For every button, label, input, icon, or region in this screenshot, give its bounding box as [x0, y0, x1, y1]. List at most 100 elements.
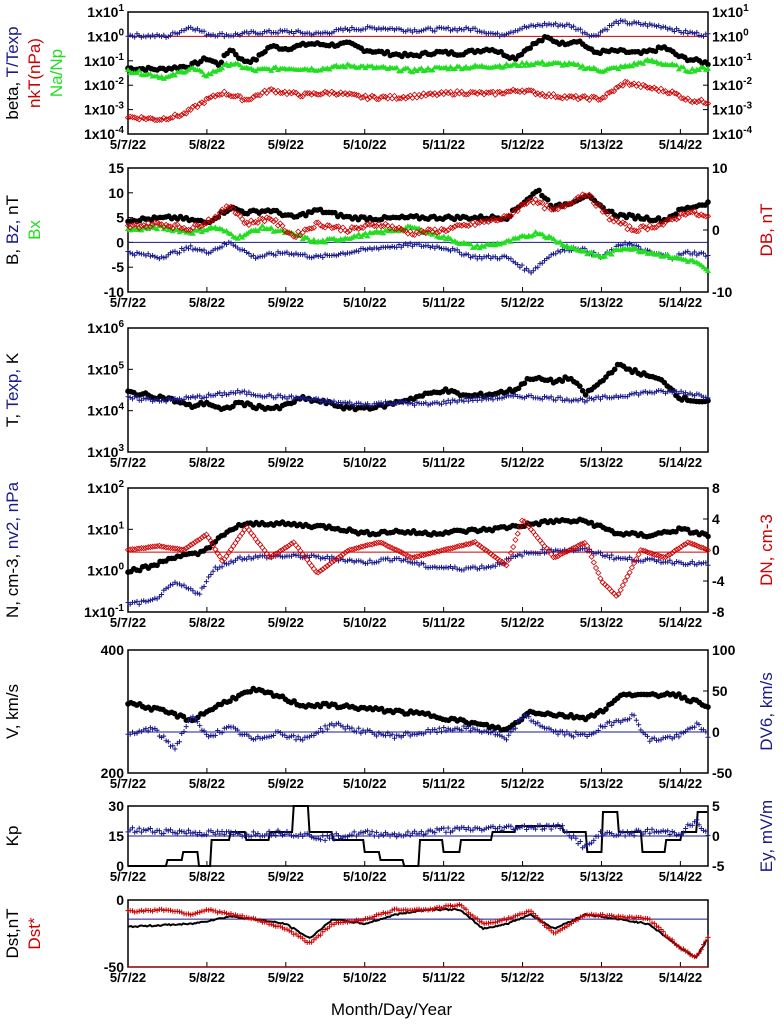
data-point — [185, 226, 192, 233]
data-point — [705, 704, 711, 710]
data-point — [553, 728, 559, 734]
series-black — [125, 34, 711, 74]
data-point — [324, 553, 330, 559]
x-tick-label: 5/13/22 — [580, 615, 623, 630]
series-red — [125, 902, 711, 960]
data-point — [227, 546, 235, 553]
data-point — [416, 241, 422, 247]
data-point — [539, 23, 545, 29]
data-point — [342, 399, 348, 405]
data-point — [516, 203, 523, 210]
data-point — [407, 559, 413, 565]
data-point — [163, 544, 170, 551]
data-point — [196, 226, 203, 232]
data-point — [421, 401, 427, 406]
data-point — [165, 396, 171, 401]
data-point — [339, 224, 347, 231]
series-blue — [125, 712, 711, 752]
data-point — [357, 224, 364, 231]
data-point — [647, 21, 653, 27]
series-green — [125, 56, 711, 81]
data-point — [657, 553, 665, 560]
data-point — [702, 213, 709, 220]
data-point — [537, 918, 543, 924]
data-point — [604, 90, 611, 97]
data-point — [214, 214, 221, 221]
data-point — [414, 399, 420, 405]
y-axis-label: V, km/s — [3, 684, 22, 739]
data-point — [465, 252, 471, 258]
data-point — [566, 93, 573, 100]
data-point — [534, 200, 541, 207]
data-point — [604, 552, 610, 558]
data-point — [532, 196, 539, 203]
data-point — [456, 249, 462, 255]
data-point — [261, 218, 268, 225]
data-point — [654, 828, 659, 834]
data-point — [212, 68, 219, 74]
data-point — [255, 254, 261, 260]
data-point — [152, 254, 158, 260]
data-point — [695, 212, 703, 219]
data-point — [515, 385, 522, 392]
y2-tick-label: -50 — [712, 765, 732, 781]
data-point — [508, 728, 514, 734]
data-point — [407, 400, 413, 406]
data-point — [315, 729, 321, 735]
data-point — [536, 187, 542, 194]
y-tick-label: -5 — [112, 259, 125, 275]
data-point — [156, 828, 162, 834]
data-point — [403, 399, 409, 404]
data-point — [297, 736, 303, 742]
data-point — [439, 729, 444, 735]
data-point — [392, 735, 397, 741]
data-point — [429, 67, 436, 73]
data-point — [592, 564, 600, 572]
data-point — [261, 547, 268, 554]
data-point — [684, 210, 691, 217]
data-point — [178, 111, 185, 118]
data-point — [557, 551, 564, 558]
data-point — [259, 89, 266, 96]
data-point — [454, 222, 461, 229]
data-point — [608, 88, 615, 95]
y-tick-label: 1x104 — [87, 402, 124, 419]
data-point — [344, 228, 351, 236]
data-point — [158, 543, 165, 550]
x-tick-label: 5/14/22 — [659, 869, 702, 884]
data-point — [658, 388, 664, 394]
data-point — [698, 561, 704, 567]
data-point — [178, 225, 185, 232]
data-point — [454, 247, 460, 253]
data-point — [320, 255, 326, 260]
data-point — [201, 584, 207, 589]
data-point — [436, 548, 443, 555]
data-point — [161, 830, 167, 836]
data-point — [423, 26, 429, 32]
data-point — [477, 728, 483, 734]
data-point — [248, 253, 254, 259]
y-tick-label: 1x100 — [87, 27, 124, 44]
data-point — [622, 555, 628, 561]
data-point — [628, 564, 635, 571]
data-point — [445, 25, 451, 31]
data-point — [553, 824, 559, 830]
y2-tick-label: -4 — [712, 573, 725, 589]
data-point — [165, 739, 171, 745]
data-point — [665, 26, 671, 32]
data-point — [588, 553, 595, 560]
data-point — [528, 908, 534, 914]
data-point — [320, 397, 326, 403]
data-point — [324, 222, 331, 229]
data-point — [358, 730, 364, 736]
data-point — [125, 67, 131, 72]
data-point — [150, 398, 156, 404]
data-point — [328, 224, 335, 232]
data-point — [273, 395, 279, 401]
data-point — [465, 222, 472, 229]
data-point — [300, 252, 306, 258]
data-point — [602, 913, 608, 919]
data-point — [223, 91, 230, 98]
y2-axis-label: DV6, km/s — [757, 672, 776, 750]
data-point — [396, 399, 402, 405]
